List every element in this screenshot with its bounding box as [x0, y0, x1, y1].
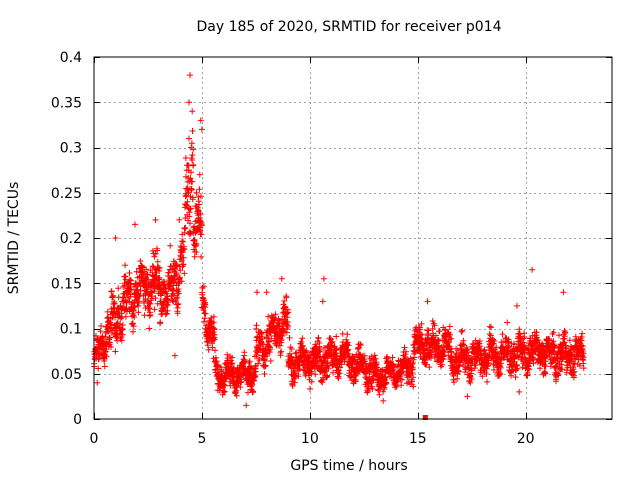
- x-tick-label: 10: [301, 431, 319, 447]
- y-tick-labels: 0 0.05 0.1 0.15 0.2 0.25 0.3 0.35 0.4: [51, 50, 82, 428]
- y-tick-label: 0.1: [60, 322, 82, 338]
- y-tick-label: 0.3: [60, 141, 82, 157]
- y-tick-label: 0.05: [51, 367, 82, 383]
- x-tick-label: 5: [197, 431, 206, 447]
- gap-marker: [422, 415, 428, 420]
- y-tick-label: 0.2: [60, 231, 82, 247]
- y-tick-label: 0: [73, 412, 82, 428]
- x-tick-label: 0: [90, 431, 99, 447]
- y-tick-label: 0.15: [51, 276, 82, 292]
- y-tick-label: 0.4: [60, 50, 82, 66]
- y-tick-label: 0.25: [51, 186, 82, 202]
- chart-title: Day 185 of 2020, SRMTID for receiver p01…: [196, 19, 501, 35]
- x-tick-label: 20: [517, 431, 535, 447]
- x-tick-label: 15: [409, 431, 427, 447]
- x-tick-labels: 0 5 10 15 20: [90, 431, 535, 447]
- x-axis-label: GPS time / hours: [290, 458, 407, 474]
- y-tick-label: 0.35: [51, 95, 82, 111]
- axis-ticks: [94, 57, 612, 420]
- y-axis-label: SRMTID / TECUs: [6, 182, 22, 295]
